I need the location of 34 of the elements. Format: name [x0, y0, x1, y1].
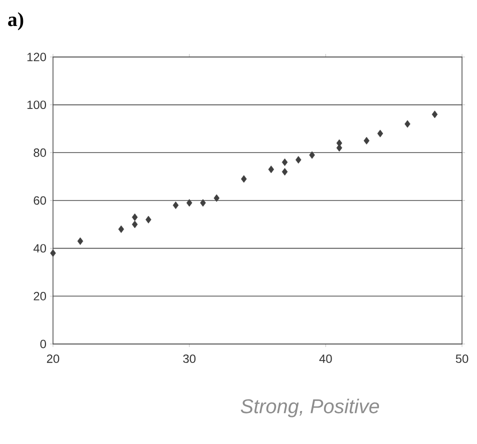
point	[186, 199, 192, 207]
y-tick-label: 80	[34, 148, 46, 157]
chart-title: a)	[8, 12, 24, 30]
point	[50, 249, 56, 257]
point	[214, 194, 220, 202]
point	[336, 139, 342, 147]
point	[377, 130, 384, 138]
x-tick-label: 40	[319, 354, 332, 363]
point	[200, 199, 206, 207]
point	[268, 166, 274, 174]
point	[77, 237, 84, 245]
point	[172, 201, 179, 210]
x-tick-label: 20	[46, 354, 60, 363]
y-tick-label: 60	[34, 196, 46, 205]
y-tick-label: 120	[27, 52, 46, 62]
point	[404, 120, 410, 128]
point	[296, 156, 302, 164]
point	[118, 225, 124, 233]
point	[432, 110, 438, 118]
x-tick-label: 50	[456, 354, 468, 363]
point	[132, 213, 138, 222]
point	[282, 158, 288, 166]
point	[132, 220, 138, 228]
x-tick-label: 30	[183, 354, 196, 363]
point	[146, 216, 152, 224]
y-tick-label: 40	[33, 244, 46, 253]
point	[282, 168, 288, 176]
point	[309, 151, 315, 159]
text: Strong, Positive	[240, 398, 380, 418]
point	[240, 175, 247, 183]
y-tick-label: 20	[34, 292, 46, 300]
y-tick-label: 100	[27, 100, 46, 110]
y-tick-label: 0	[40, 340, 46, 348]
point	[364, 136, 370, 144]
